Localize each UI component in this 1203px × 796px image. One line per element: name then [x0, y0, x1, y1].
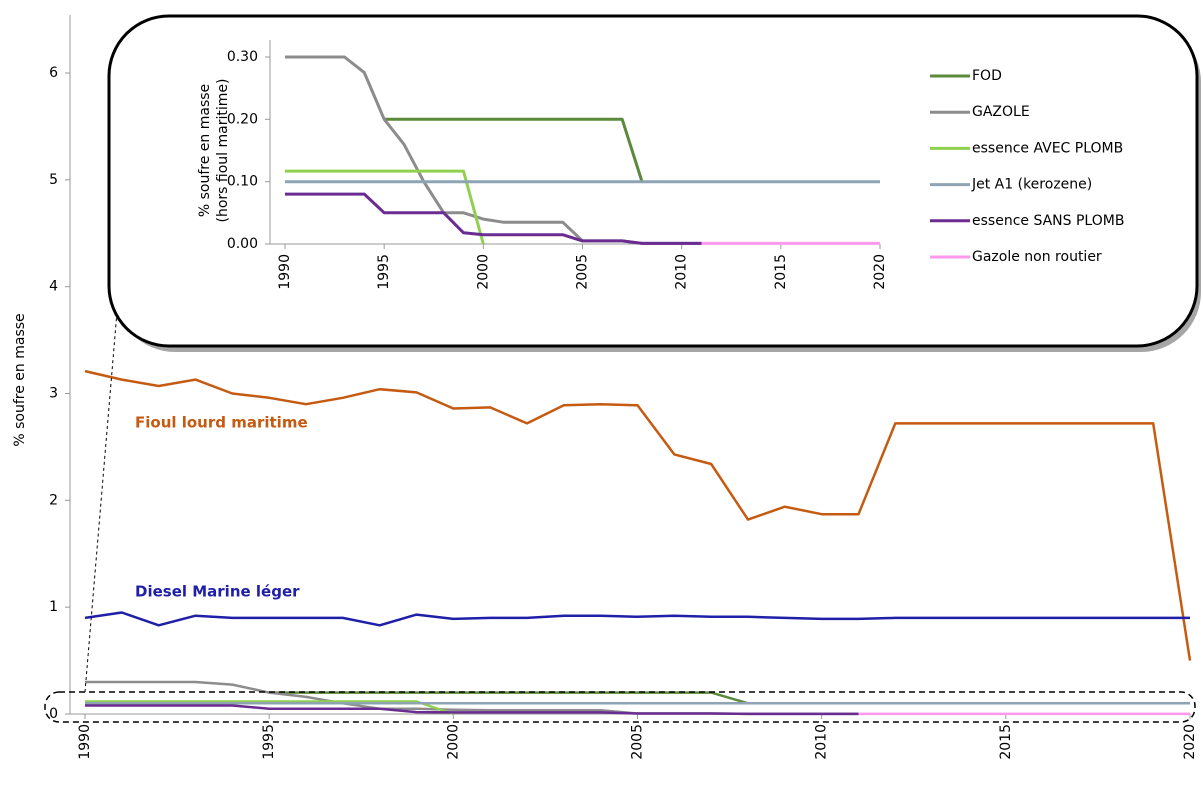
- x-tick-label: 2005: [630, 724, 646, 760]
- x-tick-label: 2015: [773, 254, 789, 290]
- y-tick-label: 0.00: [227, 236, 258, 252]
- series-label: Diesel Marine léger: [135, 582, 300, 600]
- y-tick-label: 0.10: [227, 174, 258, 190]
- x-tick-label: 1995: [376, 254, 392, 290]
- zoom-connector: [84, 299, 119, 693]
- series-line: [84, 369, 1192, 661]
- legend-label: essence AVEC PLOMB: [972, 140, 1123, 156]
- x-tick-label: 2005: [575, 254, 591, 290]
- x-tick-label: 2000: [475, 254, 491, 290]
- series-line: [285, 169, 485, 245]
- legend-label: FOD: [972, 68, 1002, 84]
- x-tick-label: 2010: [674, 254, 690, 290]
- x-tick-label: 1995: [261, 724, 277, 760]
- series-line: [85, 700, 454, 716]
- series-line: [85, 680, 859, 716]
- x-tick-label: 2020: [872, 254, 888, 290]
- legend-label: GAZOLE: [972, 104, 1030, 120]
- legend-label: essence SANS PLOMB: [972, 213, 1124, 229]
- y-tick-label: 1: [49, 599, 58, 615]
- x-tick-label: 1990: [77, 724, 93, 760]
- series-line: [269, 691, 749, 705]
- y-axis-label: (hors fioul maritime): [215, 79, 231, 223]
- legend-label: Gazole non routier: [972, 249, 1102, 265]
- x-tick-label: 2000: [445, 724, 461, 760]
- main-chart: 0 1 2 3 4 5 6 1990 1995 2000 2005 2010 2015 2020 % sou…: [12, 15, 1198, 760]
- series-label: Fioul lourd maritime: [135, 414, 308, 432]
- y-tick-label: 0: [49, 706, 58, 722]
- x-tick-label: 2020: [1182, 724, 1198, 760]
- zoom-region: [44, 691, 1196, 723]
- y-tick-label: 0.30: [227, 49, 258, 65]
- y-tick-label: 2: [49, 492, 58, 508]
- x-tick-label: 2015: [998, 724, 1014, 760]
- y-tick-label: 0.20: [227, 111, 258, 127]
- y-tick-label: 3: [49, 386, 58, 402]
- x-tick-label: 2010: [814, 724, 830, 760]
- series-line: [85, 704, 859, 716]
- y-axis-label: % soufre en masse: [12, 313, 28, 446]
- x-tick-label: 1990: [277, 254, 293, 290]
- legend-label: Jet A1 (kerozene): [971, 177, 1092, 193]
- series-line: [285, 192, 702, 245]
- y-axis-label: % soufre en masse: [197, 84, 213, 217]
- y-tick-label: 6: [49, 65, 58, 81]
- series-line: [84, 611, 1190, 627]
- series-line: [384, 117, 644, 183]
- inset-chart: 0.00 0.10 0.20 0.30 1990 1995 2000 2005 2010 2015…: [197, 40, 1124, 290]
- y-tick-label: 4: [49, 279, 58, 295]
- y-tick-label: 5: [49, 172, 58, 188]
